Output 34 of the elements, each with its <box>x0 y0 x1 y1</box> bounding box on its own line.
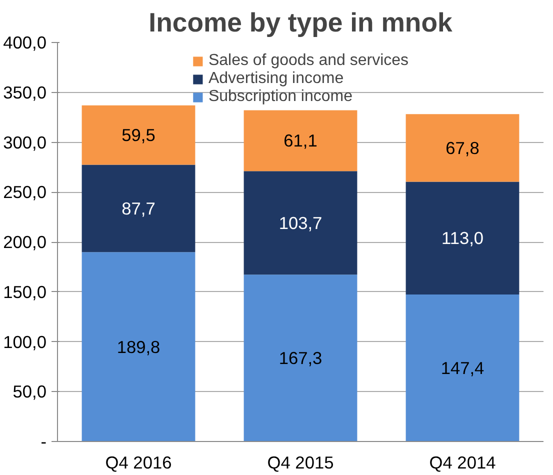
y-tick-label: 250,0 <box>3 182 47 202</box>
y-tick-label: 300,0 <box>3 132 47 152</box>
data-label: 87,7 <box>122 198 156 218</box>
bar <box>406 182 520 294</box>
data-label: 147,4 <box>440 358 485 378</box>
bar <box>244 274 358 442</box>
bar <box>244 171 358 275</box>
bar <box>244 110 358 172</box>
data-label: 59,5 <box>122 125 156 146</box>
y-tick-label: - <box>40 432 47 452</box>
y-tick-label: 150,0 <box>3 282 47 302</box>
bar <box>406 114 520 182</box>
x-tick-label: Q4 2014 <box>429 452 496 472</box>
data-label: 61,1 <box>284 130 318 151</box>
y-tick-label: 200,0 <box>3 232 47 252</box>
legend-label: Subscription income <box>208 88 353 106</box>
y-tick-label: 50,0 <box>12 382 47 402</box>
data-label: 189,8 <box>116 336 160 357</box>
legend-label: Advertising income <box>208 70 344 88</box>
x-tick-label: Q4 2015 <box>267 452 334 472</box>
data-label: 103,7 <box>278 212 322 233</box>
bar <box>82 164 196 252</box>
data-label: 113,0 <box>441 228 484 248</box>
y-tick-label: 100,0 <box>3 332 47 352</box>
data-label: 167,3 <box>278 348 322 368</box>
bar <box>82 252 196 442</box>
bar <box>406 294 520 442</box>
x-tick-label: Q4 2016 <box>105 452 172 472</box>
y-tick-label: 350,0 <box>3 82 47 102</box>
bar <box>82 105 196 165</box>
chart-title: Income by type in mnok <box>148 8 452 38</box>
y-tick-label: 400,0 <box>3 32 47 52</box>
data-label: 67,8 <box>446 138 480 158</box>
legend-label: Sales of goods and services <box>208 52 409 70</box>
